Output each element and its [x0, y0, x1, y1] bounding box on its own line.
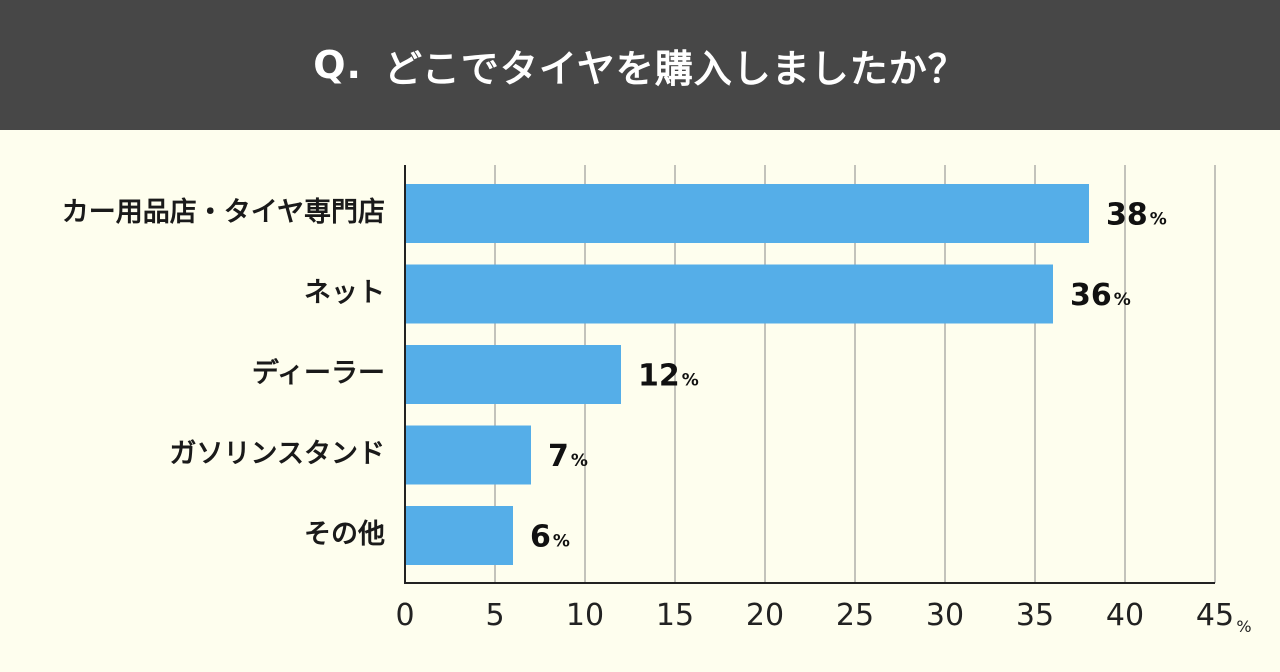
x-tick-label: 30 — [926, 598, 964, 633]
bar — [405, 345, 621, 404]
value-label: 6% — [530, 520, 570, 555]
x-tick-label: 45 — [1196, 598, 1234, 633]
value-label: 36% — [1070, 278, 1131, 313]
question-prefix: Q. — [313, 43, 362, 87]
x-tick-label: 0 — [395, 598, 414, 633]
value-label: 7% — [548, 439, 588, 474]
category-label: ネット — [304, 278, 385, 309]
x-tick-label: 5 — [485, 598, 504, 633]
category-label: その他 — [304, 519, 385, 550]
value-label: 12% — [638, 359, 699, 394]
x-tick-label: 35 — [1016, 598, 1054, 633]
question-text: どこでタイヤを購入しましたか？ — [384, 46, 967, 91]
bar-chart: カー用品店・タイヤ専門店 38 % ネット 36 % ディーラー 12 % ガソリンスタンド 7 % そ… — [62, 165, 1252, 636]
x-tick-label: 20 — [746, 598, 784, 633]
category-label: ガソリンスタンド — [170, 439, 385, 470]
chart-title: Q. どこでタイヤを購入しましたか？ — [0, 0, 1280, 130]
value-label: 38% — [1106, 198, 1167, 233]
x-tick-label: 15 — [656, 598, 694, 633]
category-label: カー用品店・タイヤ専門店 — [62, 197, 385, 228]
x-axis-unit: % — [1236, 617, 1251, 636]
x-tick-label: 25 — [836, 598, 874, 633]
bar — [405, 506, 513, 565]
category-label: ディーラー — [252, 357, 385, 389]
x-tick-label: 40 — [1106, 598, 1144, 633]
x-tick-label: 10 — [566, 598, 604, 633]
bar — [405, 184, 1089, 243]
bar — [405, 264, 1053, 324]
bar — [405, 425, 531, 485]
